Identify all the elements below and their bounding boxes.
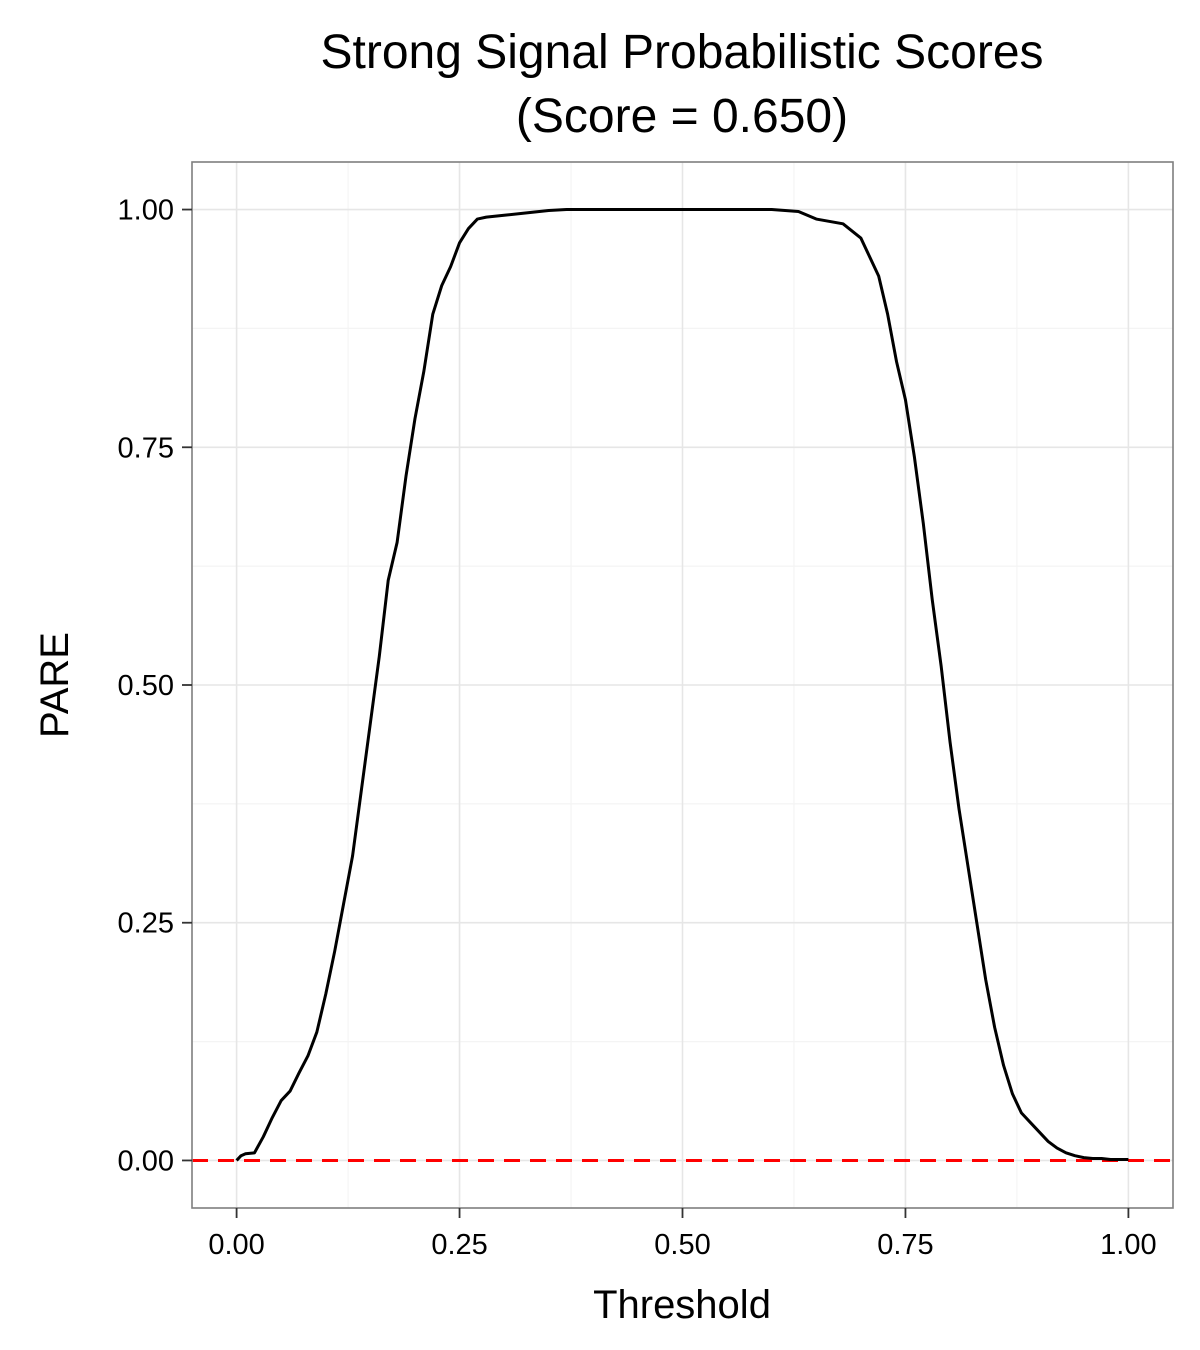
y-tick-label: 0.25 <box>118 908 174 940</box>
y-tick-label: 0.00 <box>118 1145 174 1177</box>
x-tick-label: 0.00 <box>208 1229 264 1261</box>
chart-title-line1: Strong Signal Probabilistic Scores <box>320 26 1043 79</box>
axis-ticks-layer <box>182 208 1130 1218</box>
y-tick-label: 0.75 <box>118 432 174 464</box>
x-axis-title: Threshold <box>593 1283 771 1327</box>
tick-labels-layer: 0.00 0.25 0.50 0.75 1.00 0.00 0.25 0.50 0.75 1.00 <box>118 195 1157 1261</box>
x-tick-label: 1.00 <box>1100 1229 1156 1261</box>
chart-title-line2: (Score = 0.650) <box>516 90 848 143</box>
x-tick-label: 0.25 <box>431 1229 487 1261</box>
y-axis-title: PARE <box>33 632 77 738</box>
y-tick-label: 1.00 <box>118 195 174 227</box>
x-tick-label: 0.50 <box>654 1229 710 1261</box>
x-tick-label: 0.75 <box>877 1229 933 1261</box>
y-tick-label: 0.50 <box>118 670 174 702</box>
series-layer <box>235 208 1129 1162</box>
pare-curve-line <box>235 208 1129 1162</box>
